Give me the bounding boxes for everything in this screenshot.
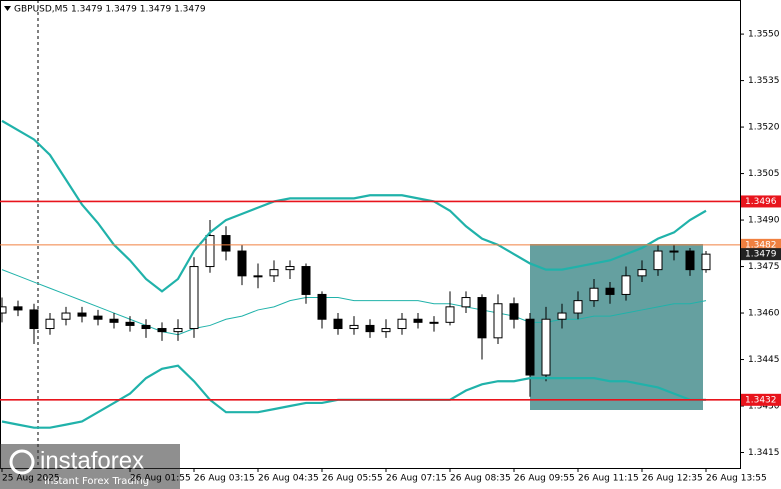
x-tick-label: 26 Aug 09:55 <box>514 474 575 484</box>
candle-body <box>509 303 519 320</box>
candle-body <box>237 250 247 277</box>
y-tick-label: 1.3445 <box>748 355 780 365</box>
candle-body <box>45 318 55 330</box>
y-tick-label: 1.3550 <box>748 30 780 40</box>
candle-body <box>445 306 455 323</box>
highlight-zone <box>530 244 703 410</box>
candle-body <box>557 312 567 320</box>
candle-body <box>429 321 439 324</box>
x-tick-label: 26 Aug 04:35 <box>258 474 319 484</box>
candle-body <box>13 306 23 311</box>
level-label: 1.3482 <box>745 240 777 250</box>
candle-body <box>461 297 471 308</box>
candle-body <box>605 287 615 295</box>
level-label-bg <box>741 195 781 208</box>
x-tick-label: 25 Aug 2025 <box>2 474 60 484</box>
candle-body <box>301 266 311 295</box>
candle-body <box>205 235 215 268</box>
candle-body <box>541 318 551 376</box>
level-label-bg <box>741 393 781 406</box>
y-tick-label: 1.3520 <box>748 123 780 133</box>
candle-body <box>701 253 711 271</box>
plot-frame <box>0 0 741 469</box>
candle-body <box>61 312 71 320</box>
candle-body <box>685 250 695 271</box>
candle-body <box>573 300 583 314</box>
candle-body <box>221 235 231 252</box>
y-tick-label: 1.3505 <box>748 169 780 179</box>
chart-title: GBPUSD,M5 1.3479 1.3479 1.3479 1.3479 <box>14 5 206 15</box>
y-tick-label: 1.3475 <box>748 262 780 272</box>
tagline: Instant Forex Trading <box>44 476 149 487</box>
candle-body <box>589 287 599 302</box>
menu-arrow <box>4 6 11 11</box>
candle-body <box>653 250 663 271</box>
candle-body <box>109 318 119 323</box>
y-tick-label: 1.3460 <box>748 309 780 319</box>
x-tick-label: 26 Aug 01:55 <box>130 474 191 484</box>
band-middle <box>1 269 707 336</box>
y-tick-label: 1.3430 <box>748 402 780 412</box>
candle-body <box>173 328 183 333</box>
y-tick-label: 1.3490 <box>748 216 780 226</box>
candle-body <box>317 293 327 320</box>
last-price-bg <box>741 248 781 261</box>
band-upper <box>1 119 707 293</box>
candle-body <box>493 303 503 339</box>
x-tick-label: 26 Aug 11:15 <box>578 474 639 484</box>
level-label: 1.3496 <box>745 197 777 207</box>
candle-body <box>621 275 631 295</box>
candle-body <box>141 324 151 330</box>
candle-body <box>269 269 279 277</box>
candle-body <box>29 309 39 330</box>
candle-body <box>253 275 263 278</box>
level-label: 1.3432 <box>745 395 777 405</box>
candle-body <box>365 324 375 333</box>
last-price-label: 1.3479 <box>745 250 777 260</box>
logo <box>9 449 35 475</box>
candle-body <box>413 318 423 323</box>
x-tick-label: 26 Aug 12:35 <box>642 474 703 484</box>
brand: instaforex <box>40 447 144 474</box>
candle-body <box>397 318 407 330</box>
candle-body <box>333 318 343 330</box>
candle-body <box>525 318 535 376</box>
x-tick-label: 26 Aug 08:35 <box>450 474 511 484</box>
candle-body <box>93 315 103 320</box>
candle-body <box>0 306 7 314</box>
candle-body <box>285 266 295 271</box>
y-tick-label: 1.3415 <box>748 448 780 458</box>
candle-body <box>669 250 679 253</box>
candle-body <box>381 328 391 333</box>
x-tick-label: 26 Aug 03:15 <box>194 474 255 484</box>
candle-body <box>77 312 87 317</box>
watermark-bg <box>0 444 180 489</box>
candle-body <box>189 266 199 330</box>
candle-body <box>637 269 647 277</box>
y-tick-label: 1.3535 <box>748 76 780 86</box>
candle-body <box>349 324 359 330</box>
x-tick-label: 26 Aug 13:55 <box>706 474 767 484</box>
candle-body <box>157 328 167 333</box>
watermark: instaforex Instant Forex Trading <box>0 444 180 489</box>
candle-body <box>477 297 487 339</box>
candle-body <box>125 321 135 326</box>
x-tick-label: 26 Aug 05:55 <box>322 474 383 484</box>
x-tick-label: 26 Aug 07:15 <box>386 474 447 484</box>
level-label-bg <box>741 238 781 251</box>
